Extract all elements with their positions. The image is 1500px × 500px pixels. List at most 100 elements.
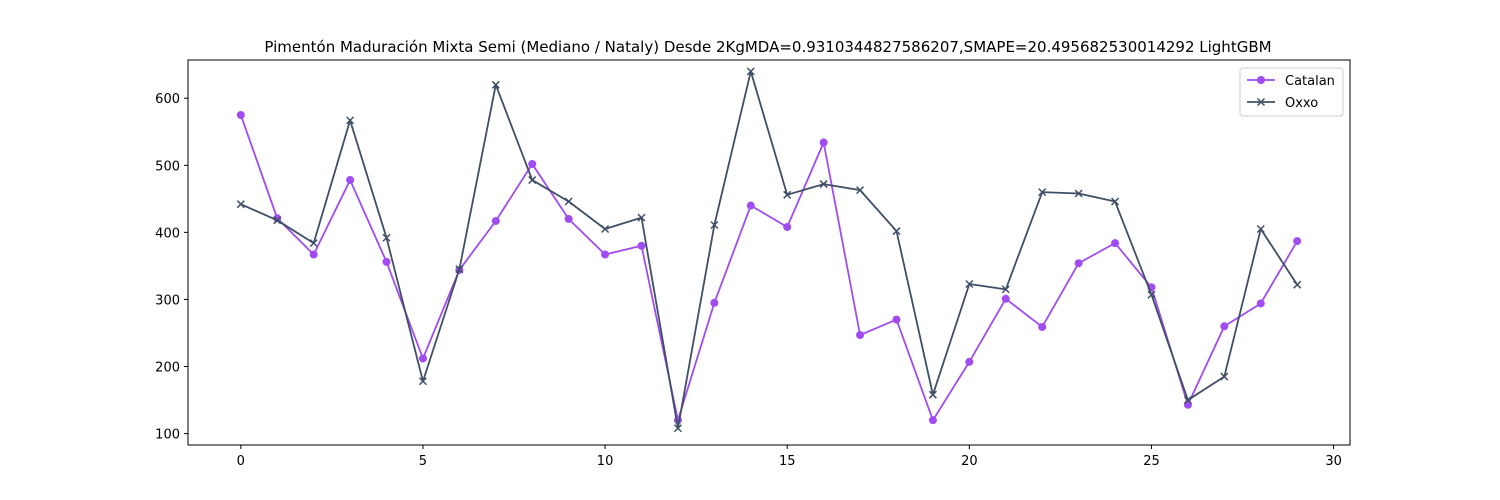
data-point bbox=[418, 354, 427, 363]
data-point bbox=[1074, 259, 1083, 268]
marker-stroke bbox=[346, 116, 355, 125]
marker-stroke bbox=[892, 227, 901, 236]
data-point bbox=[418, 377, 427, 386]
data-point bbox=[491, 80, 500, 89]
marker-stroke bbox=[236, 200, 245, 209]
marker-stroke bbox=[783, 190, 792, 199]
data-point bbox=[1001, 294, 1010, 303]
data-point bbox=[564, 197, 573, 206]
marker-stroke bbox=[819, 180, 828, 189]
marker-stroke bbox=[455, 265, 464, 274]
y-tick-label: 200 bbox=[155, 361, 180, 376]
marker-stroke bbox=[1256, 97, 1266, 107]
data-point bbox=[528, 159, 537, 168]
marker-stroke bbox=[564, 197, 573, 206]
y-tick-label: 500 bbox=[155, 159, 180, 174]
marker-stroke bbox=[1256, 224, 1265, 234]
legend-item: Oxxo bbox=[1247, 96, 1318, 111]
data-point bbox=[746, 201, 755, 210]
x-tick-label: 20 bbox=[961, 454, 978, 469]
data-point bbox=[856, 331, 865, 339]
marker-stroke bbox=[382, 233, 391, 242]
x-tick-label: 5 bbox=[419, 454, 427, 469]
data-point bbox=[346, 116, 355, 125]
series-oxxo bbox=[236, 67, 1302, 433]
data-point bbox=[236, 111, 245, 119]
data-point bbox=[1293, 280, 1302, 289]
legend: Catalan Oxxo bbox=[1239, 67, 1344, 117]
data-point bbox=[819, 180, 828, 189]
y-tick-label: 300 bbox=[155, 293, 180, 308]
legend-label: Catalan bbox=[1285, 74, 1335, 89]
data-point bbox=[1220, 372, 1229, 381]
legend-label: Oxxo bbox=[1285, 96, 1318, 111]
marker-stroke bbox=[637, 213, 646, 222]
legend-marker bbox=[1256, 97, 1266, 107]
y-tick-label: 600 bbox=[155, 92, 180, 107]
y-tick-label: 100 bbox=[155, 428, 180, 443]
data-point bbox=[564, 214, 573, 223]
data-point bbox=[673, 424, 682, 433]
marker-stroke bbox=[1220, 372, 1229, 381]
data-point bbox=[1038, 322, 1047, 331]
data-point bbox=[1074, 189, 1083, 198]
marker-stroke bbox=[1074, 189, 1083, 198]
data-point bbox=[1001, 285, 1010, 294]
data-point bbox=[382, 257, 391, 266]
data-point bbox=[928, 416, 937, 425]
series-line bbox=[239, 114, 1298, 422]
data-point bbox=[1038, 188, 1047, 197]
data-point bbox=[965, 279, 974, 289]
data-point bbox=[601, 250, 610, 259]
marker-stroke bbox=[601, 224, 610, 234]
data-point bbox=[892, 227, 901, 236]
x-tick-label: 0 bbox=[237, 454, 245, 469]
data-point bbox=[1111, 197, 1120, 206]
plot-frame bbox=[187, 59, 1351, 446]
marker-stroke bbox=[528, 176, 537, 185]
series-layer bbox=[236, 67, 1302, 433]
marker-stroke bbox=[746, 67, 755, 76]
x-tick-label: 10 bbox=[597, 454, 614, 469]
data-point bbox=[455, 265, 464, 274]
data-point bbox=[273, 216, 282, 225]
legend-marker bbox=[1257, 76, 1265, 84]
data-point bbox=[1111, 239, 1120, 248]
y-axis: 100 200 300 400 500 600 bbox=[155, 92, 188, 443]
x-tick-label: 30 bbox=[1325, 454, 1342, 469]
marker-stroke bbox=[928, 390, 937, 399]
data-point bbox=[382, 233, 391, 242]
marker-stroke bbox=[856, 186, 865, 195]
y-tick-label: 400 bbox=[155, 226, 180, 241]
marker-stroke bbox=[309, 239, 318, 248]
plot-area bbox=[187, 59, 1351, 446]
data-point bbox=[710, 298, 719, 307]
marker-stroke bbox=[1038, 188, 1047, 197]
marker-stroke bbox=[965, 279, 974, 289]
marker-stroke bbox=[1001, 285, 1010, 294]
data-point bbox=[746, 67, 755, 76]
marker-stroke bbox=[1293, 280, 1302, 289]
x-tick-label: 15 bbox=[779, 454, 796, 469]
marker-stroke bbox=[710, 220, 719, 230]
data-point bbox=[710, 220, 719, 230]
marker-stroke bbox=[673, 424, 682, 433]
data-point bbox=[1183, 396, 1192, 405]
data-point bbox=[856, 186, 865, 195]
data-point bbox=[965, 357, 974, 366]
data-point bbox=[1147, 290, 1156, 299]
data-point bbox=[309, 250, 318, 259]
series-line bbox=[240, 70, 1298, 430]
x-tick-label: 25 bbox=[1143, 454, 1160, 469]
marker-stroke bbox=[1147, 290, 1156, 299]
data-point bbox=[783, 223, 792, 232]
marker-stroke bbox=[418, 377, 427, 386]
data-point bbox=[819, 138, 828, 147]
chart-title: Pimentón Maduración Mixta Semi (Mediano … bbox=[264, 38, 1271, 56]
data-point bbox=[346, 176, 355, 185]
marker-stroke bbox=[273, 216, 282, 225]
marker-stroke bbox=[1111, 197, 1120, 206]
data-point bbox=[309, 239, 318, 248]
